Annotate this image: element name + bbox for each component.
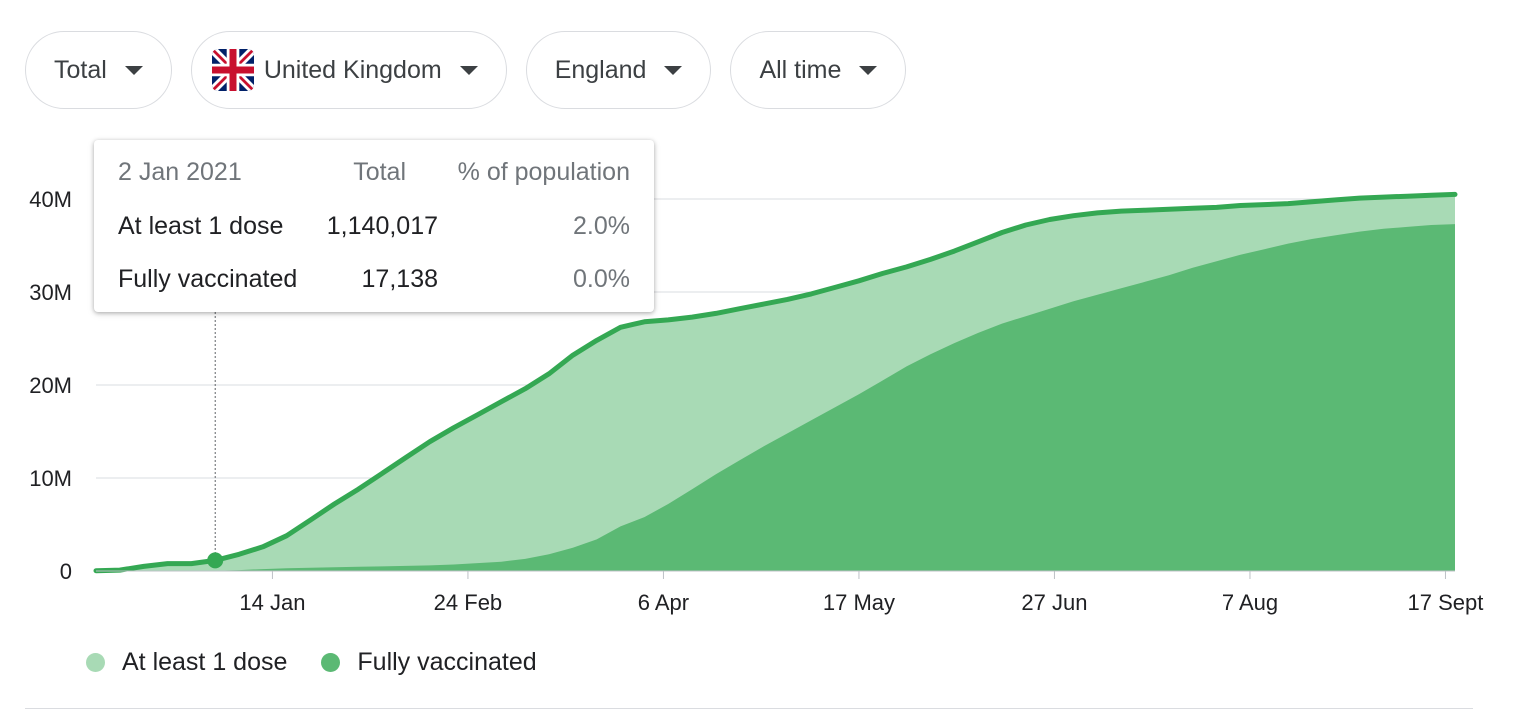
area-series-fully-vaccinated	[96, 224, 1455, 571]
dropdown-arrow-icon	[859, 65, 878, 75]
filter-bar: Total United Kingdom England All time	[25, 31, 907, 109]
region-select[interactable]: England	[525, 31, 712, 109]
tooltip-pct-header: % of population	[457, 158, 630, 186]
legend-swatch-icon	[86, 653, 105, 672]
x-tick-label: 17 Sept	[1408, 590, 1484, 615]
legend-swatch-icon	[321, 653, 341, 672]
legend-label: Fully vaccinated	[357, 648, 537, 676]
x-tick-label: 24 Feb	[434, 590, 503, 615]
chart-tooltip: 2 Jan 2021 Total % of population At leas…	[94, 140, 654, 312]
y-tick-label: 0	[60, 559, 72, 584]
tooltip-row-total: 1,140,017	[326, 212, 438, 240]
tooltip-total-header: Total	[353, 158, 406, 186]
tooltip-row-label: At least 1 dose	[118, 212, 284, 240]
x-tick-label: 27 Jun	[1021, 590, 1087, 615]
y-axis: 0 10M 20M 30M 40M	[29, 187, 72, 584]
dropdown-arrow-icon	[459, 65, 478, 75]
x-tick-label: 6 Apr	[638, 590, 689, 615]
country-select-label: United Kingdom	[263, 55, 442, 84]
region-select-label: England	[554, 55, 647, 84]
chart-legend: At least 1 dose Fully vaccinated	[86, 648, 571, 677]
divider	[25, 708, 1473, 709]
legend-item-first-dose[interactable]: At least 1 dose	[86, 648, 287, 677]
line-series-first-dose	[93, 191, 1458, 574]
tooltip-date: 2 Jan 2021	[118, 158, 242, 186]
tooltip-row-total: 17,138	[361, 265, 438, 293]
y-tick-label: 40M	[29, 187, 72, 212]
dropdown-arrow-icon	[124, 65, 143, 75]
legend-label: At least 1 dose	[122, 648, 288, 676]
time-range-select[interactable]: All time	[730, 31, 907, 109]
tooltip-row-pct: 0.0%	[573, 265, 630, 293]
metric-select[interactable]: Total	[25, 31, 172, 109]
uk-flag-icon	[211, 49, 254, 91]
chart-areas	[93, 191, 1458, 574]
country-select[interactable]: United Kingdom	[190, 31, 507, 109]
hover-indicator	[207, 312, 224, 569]
y-tick-label: 30M	[29, 280, 72, 305]
vaccination-chart[interactable]: 0 10M 20M 30M 40M 14 Jan 24 Feb 6 Apr 17 May 27 …	[0, 0, 1519, 640]
x-tick-label: 7 Aug	[1222, 590, 1278, 615]
time-range-select-label: All time	[759, 55, 842, 84]
y-tick-label: 10M	[29, 466, 72, 491]
y-tick-label: 20M	[29, 373, 72, 398]
x-tick-label: 17 May	[823, 590, 895, 615]
dropdown-arrow-icon	[664, 65, 683, 75]
hover-point	[207, 552, 224, 569]
metric-select-label: Total	[54, 55, 107, 84]
x-tick-label: 14 Jan	[239, 590, 305, 615]
legend-item-fully-vaccinated[interactable]: Fully vaccinated	[321, 648, 537, 677]
x-axis: 14 Jan 24 Feb 6 Apr 17 May 27 Jun 7 Aug 17 Sep…	[96, 570, 1484, 615]
tooltip-row-label: Fully vaccinated	[118, 265, 298, 293]
tooltip-row-pct: 2.0%	[573, 212, 630, 240]
